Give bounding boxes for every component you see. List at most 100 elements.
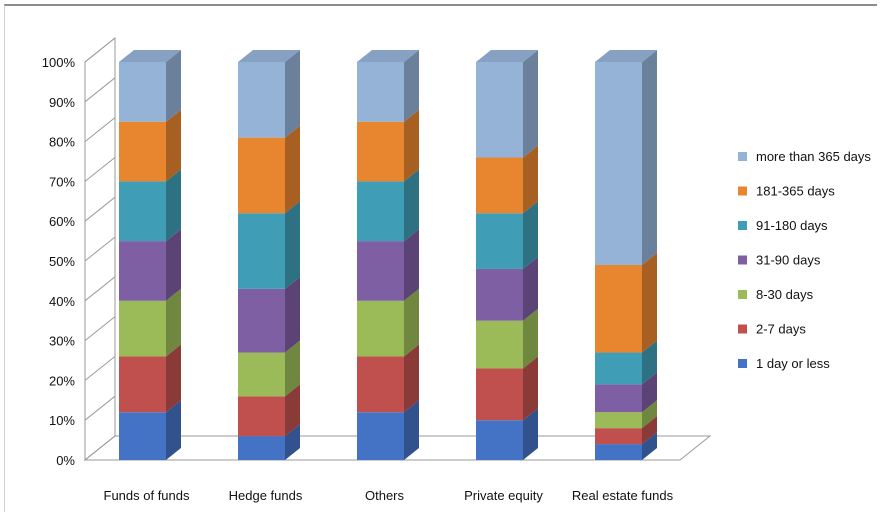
bar-side <box>166 400 181 460</box>
bar-side <box>642 372 657 413</box>
bar-side <box>285 201 300 289</box>
bar-segment <box>357 62 404 122</box>
legend-label: 31-90 days <box>756 253 821 268</box>
bar-side <box>285 50 300 138</box>
bar-segment <box>119 300 166 357</box>
category-label: Real estate funds <box>572 488 674 503</box>
legend-label: 1 day or less <box>756 356 830 371</box>
legend-swatch <box>738 221 747 230</box>
bar-side <box>523 408 538 460</box>
gridline <box>84 395 116 421</box>
bar-segment <box>119 356 166 413</box>
legend-label: 91-180 days <box>756 218 828 233</box>
bar-segment <box>238 436 285 460</box>
gridline <box>84 37 116 63</box>
y-tick-label: 50% <box>49 254 75 269</box>
bar-side <box>404 288 419 357</box>
bar-top <box>476 50 538 62</box>
bar-side <box>523 308 538 369</box>
gridline <box>84 117 116 142</box>
bar-segment <box>119 121 166 182</box>
gridline <box>84 276 116 302</box>
y-tick-label: 20% <box>49 373 75 388</box>
y-tick-label: 100% <box>42 55 76 70</box>
bar-side <box>642 252 657 353</box>
bar-segment <box>119 62 166 122</box>
bar-side <box>166 109 181 182</box>
bar-side <box>642 400 657 429</box>
y-tick-label: 60% <box>49 214 75 229</box>
bar-segment <box>357 121 404 182</box>
gridline <box>84 356 116 381</box>
bar-side <box>166 229 181 301</box>
bar-side <box>285 340 300 397</box>
bar-segment <box>595 428 642 445</box>
bar-side <box>285 276 300 353</box>
y-tick-label: 90% <box>49 95 75 110</box>
bar-segment <box>357 412 404 460</box>
bar-side <box>523 256 538 321</box>
bar-side <box>166 344 181 413</box>
bar-segment <box>476 213 523 269</box>
bar-segment <box>238 288 285 353</box>
legend-swatch <box>738 324 747 334</box>
bar-segment <box>595 62 642 265</box>
bar-side <box>285 125 300 214</box>
bar-segment <box>119 241 166 301</box>
bar-segment <box>476 368 523 421</box>
legend-swatch <box>738 255 747 265</box>
bar-side <box>166 169 181 242</box>
bar-segment <box>595 444 642 460</box>
gridline <box>84 196 116 222</box>
y-tick-label: 0% <box>56 453 75 468</box>
y-tick-label: 30% <box>49 334 75 349</box>
gridline <box>84 77 116 103</box>
bar-side <box>642 340 657 385</box>
chart-frame <box>4 4 877 512</box>
gridline <box>84 236 116 262</box>
y-tick-label: 70% <box>49 174 75 189</box>
bar-segment <box>238 352 285 397</box>
bar-segment <box>476 320 523 369</box>
bar-segment <box>357 241 404 301</box>
bar-top <box>357 50 419 62</box>
bar-side <box>404 344 419 413</box>
bar-side <box>404 169 419 242</box>
bar-side <box>166 50 181 122</box>
bar-segment <box>357 300 404 357</box>
legend-label: 2-7 days <box>756 322 806 337</box>
bar-side <box>404 50 419 122</box>
bar-side <box>404 109 419 182</box>
bar-side <box>642 432 657 460</box>
bar-segment <box>476 62 523 158</box>
legend-label: 181-365 days <box>756 184 835 199</box>
bar-top <box>119 50 181 62</box>
y-tick-label: 80% <box>49 135 75 150</box>
legend-swatch <box>738 186 747 196</box>
bar-segment <box>238 137 285 214</box>
bar-side <box>166 288 181 357</box>
bar-segment <box>238 62 285 138</box>
y-tick-label: 10% <box>49 413 75 428</box>
category-label: Hedge funds <box>229 488 303 503</box>
legend-label: more than 365 days <box>756 149 871 164</box>
bar-segment <box>476 157 523 214</box>
bar-side <box>285 384 300 437</box>
bar-side <box>523 356 538 421</box>
legend-swatch <box>738 359 747 368</box>
bar-segment <box>595 264 642 353</box>
bar-side <box>404 229 419 301</box>
bar-segment <box>357 356 404 413</box>
category-label: Others <box>365 488 405 503</box>
bar-segment <box>238 213 285 289</box>
bar-segment <box>595 384 642 413</box>
bar-segment <box>357 181 404 242</box>
bar-segment <box>119 412 166 460</box>
bar-segment <box>595 352 642 385</box>
category-label: Funds of funds <box>104 488 190 503</box>
bar-segment <box>476 420 523 460</box>
gridline <box>84 157 116 182</box>
bar-side <box>642 416 657 445</box>
gridline <box>84 316 116 341</box>
legend-label: 8-30 days <box>756 287 814 302</box>
